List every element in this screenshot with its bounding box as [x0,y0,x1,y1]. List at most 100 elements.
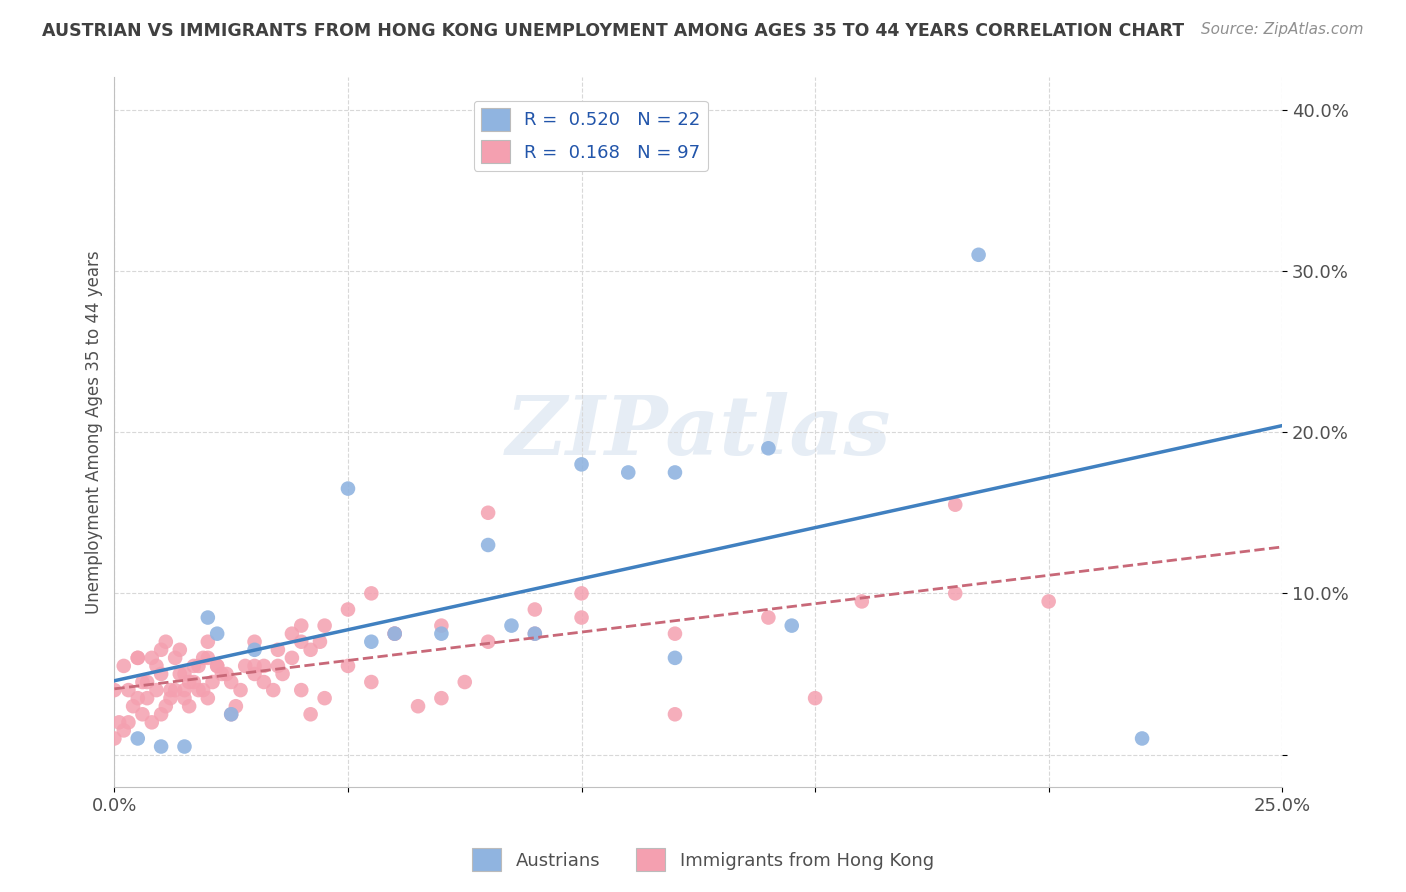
Point [571,610,593,624]
Point [314,618,336,632]
Point [122,699,145,714]
Point [225,699,247,714]
Point [336,659,359,673]
Point [219,707,242,722]
Point [360,586,382,600]
Point [136,675,159,690]
Point [290,683,312,698]
Point [173,739,195,754]
Point [360,675,382,690]
Point [103,731,125,746]
Point [336,602,359,616]
Point [127,651,149,665]
Point [571,586,593,600]
Point [804,691,827,706]
Point [664,707,686,722]
Point [758,610,780,624]
Point [523,626,546,640]
Point [205,659,228,673]
Point [179,699,201,714]
Point [501,618,523,632]
Point [243,667,266,681]
Point [384,626,406,640]
Point [243,634,266,648]
Point [243,659,266,673]
Point [267,659,290,673]
Point [758,442,780,456]
Point [131,707,153,722]
Point [253,659,276,673]
Point [191,683,214,698]
Point [281,651,304,665]
Legend: R =  0.520   N = 22, R =  0.168   N = 97: R = 0.520 N = 22, R = 0.168 N = 97 [474,101,707,170]
Point [664,466,686,480]
Point [201,675,224,690]
Point [197,691,219,706]
Point [243,642,266,657]
Point [617,466,640,480]
Point [406,699,429,714]
Text: Source: ZipAtlas.com: Source: ZipAtlas.com [1201,22,1364,37]
Point [219,675,242,690]
Point [117,683,139,698]
Point [145,659,167,673]
Point [967,248,990,262]
Point [205,659,228,673]
Point [127,731,149,746]
Point [477,538,499,552]
Point [108,715,131,730]
Point [136,691,159,706]
Point [229,683,252,698]
Point [360,634,382,648]
Point [173,683,195,698]
Point [150,739,173,754]
Point [1130,731,1153,746]
Point [384,626,406,640]
Legend: Austrians, Immigrants from Hong Kong: Austrians, Immigrants from Hong Kong [465,841,941,879]
Point [112,723,135,738]
Point [187,683,209,698]
Point [290,634,312,648]
Point [523,602,546,616]
Point [314,691,336,706]
Point [943,586,966,600]
Point [215,667,238,681]
Point [159,691,181,706]
Point [103,683,125,698]
Point [145,683,167,698]
Point [211,667,233,681]
Text: ZIPatlas: ZIPatlas [506,392,891,472]
Point [197,651,219,665]
Point [664,626,686,640]
Point [127,651,149,665]
Point [173,691,195,706]
Point [169,642,191,657]
Point [430,691,453,706]
Point [150,667,173,681]
Point [290,618,312,632]
Point [183,675,205,690]
Point [271,667,294,681]
Point [299,642,322,657]
Point [267,642,290,657]
Point [262,683,284,698]
Point [477,634,499,648]
Point [155,699,177,714]
Point [191,651,214,665]
Point [197,634,219,648]
Point [165,683,187,698]
Point [384,626,406,640]
Point [150,707,173,722]
Point [127,691,149,706]
Point [155,634,177,648]
Point [131,675,153,690]
Point [309,634,332,648]
Point [159,683,181,698]
Text: AUSTRIAN VS IMMIGRANTS FROM HONG KONG UNEMPLOYMENT AMONG AGES 35 TO 44 YEARS COR: AUSTRIAN VS IMMIGRANTS FROM HONG KONG UN… [42,22,1184,40]
Point [197,610,219,624]
Point [205,626,228,640]
Point [117,715,139,730]
Point [1038,594,1060,608]
Point [253,675,276,690]
Point [112,659,135,673]
